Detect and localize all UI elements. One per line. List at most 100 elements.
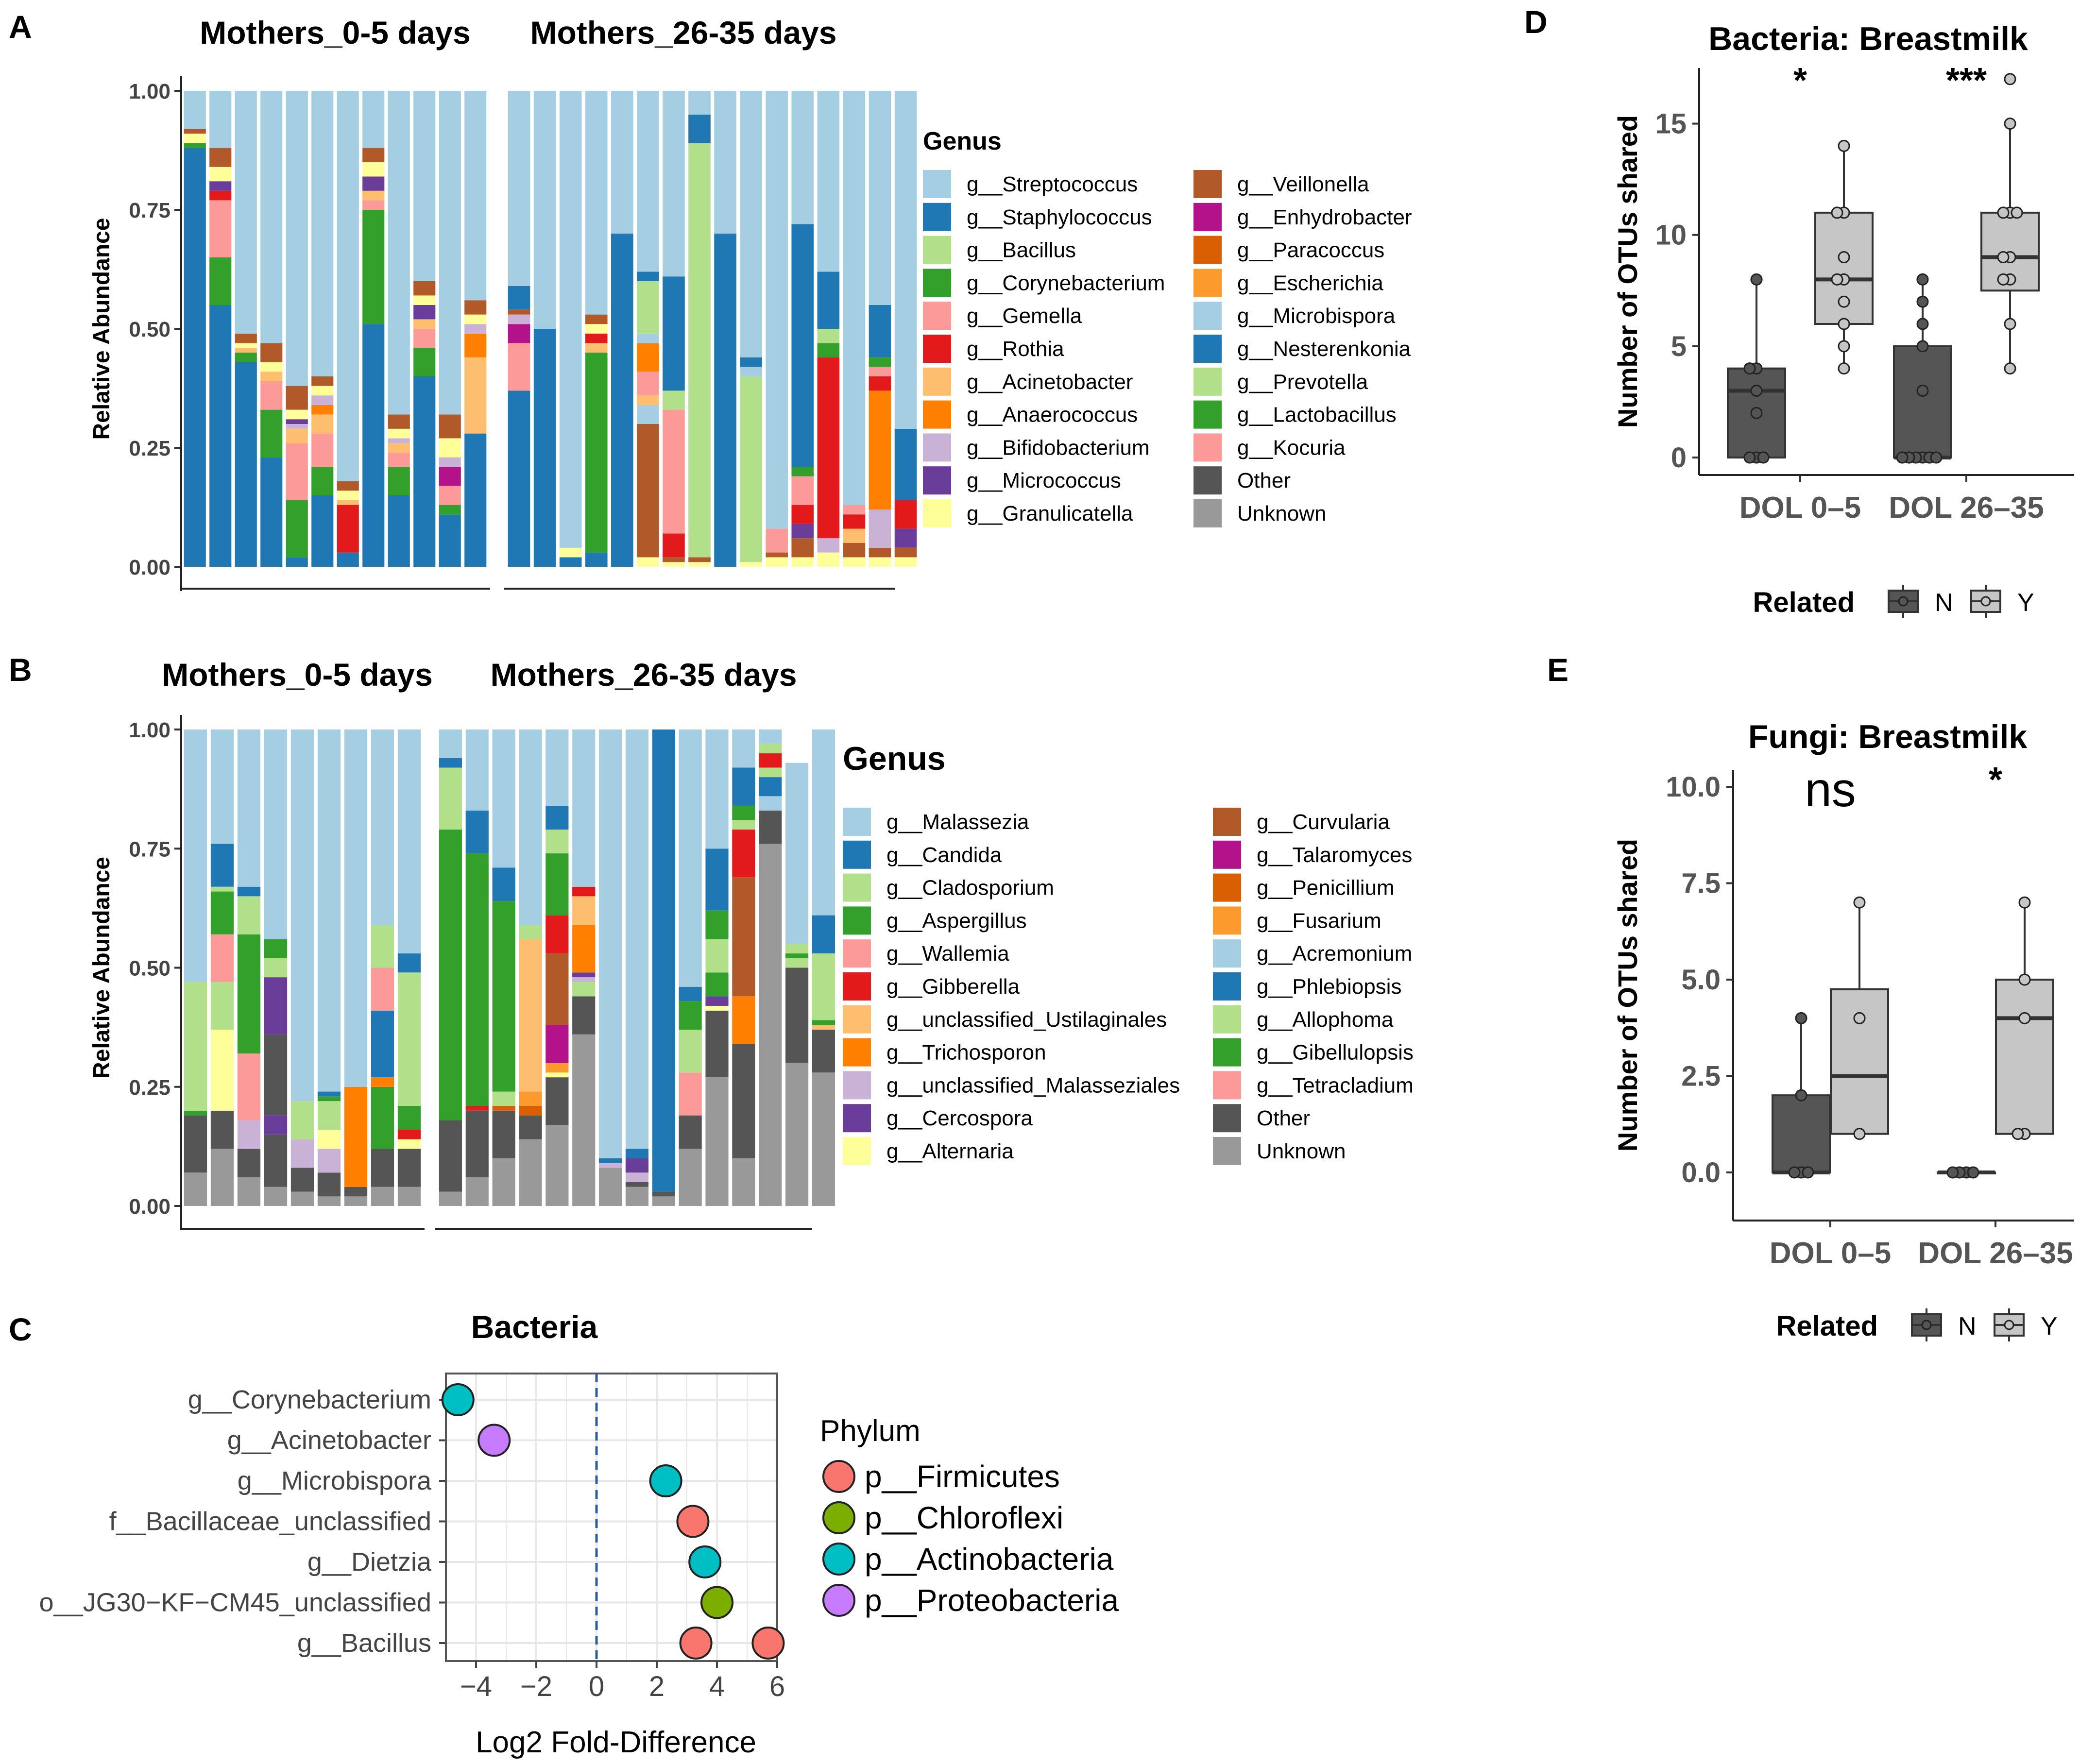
- data-point: [1750, 385, 1763, 397]
- bar-segment: [492, 1091, 515, 1106]
- legend-swatch: [843, 939, 871, 968]
- legend-label: g__Kocuria: [1237, 436, 1346, 459]
- legend-label: g__Prevotella: [1237, 370, 1368, 394]
- bar-segment: [688, 115, 711, 143]
- bar-segment: [464, 91, 487, 301]
- bar-segment: [362, 176, 385, 191]
- legend-label: g__Paracoccus: [1237, 238, 1384, 262]
- bar-segment: [397, 1149, 421, 1187]
- bar-segment: [688, 143, 711, 558]
- data-point: [688, 1545, 722, 1578]
- x-tick-label: DOL 26–35: [1918, 1237, 2073, 1270]
- bar-segment: [413, 319, 436, 329]
- chart-title: Bacteria: Breastmilk: [1708, 20, 2028, 57]
- data-point: [1853, 1128, 1866, 1140]
- legend-label: g__Wallemia: [887, 942, 1009, 966]
- bar-segment: [688, 91, 711, 115]
- y-tick-label: 5.0: [1681, 964, 1721, 996]
- data-point: [1916, 340, 1929, 353]
- bar-segment: [869, 390, 891, 510]
- x-tick-label: DOL 0–5: [1739, 491, 1861, 525]
- facet-title: Mothers_0-5 days: [162, 657, 433, 693]
- legend-swatch: [1213, 1104, 1241, 1133]
- data-point: [2004, 73, 2016, 85]
- bar-segment: [559, 557, 582, 567]
- legend-label: g__Acremonium: [1257, 942, 1412, 966]
- data-point: [679, 1627, 713, 1660]
- bar-segment: [637, 343, 659, 372]
- bar-segment: [397, 1130, 421, 1139]
- data-point: [2004, 318, 2016, 330]
- bar-segment: [785, 953, 809, 958]
- bar-segment: [705, 939, 729, 973]
- bar-segment: [637, 424, 659, 558]
- bar-segment: [388, 414, 410, 429]
- legend-swatch: [923, 269, 951, 297]
- plot-panel: [446, 1374, 777, 1661]
- bar-segment: [337, 91, 359, 481]
- bar-segment: [210, 729, 234, 844]
- bar-segment: [791, 476, 814, 505]
- bar-segment: [184, 729, 207, 982]
- legend-label: g__Veillonella: [1237, 172, 1369, 196]
- bar-segment: [679, 1030, 702, 1073]
- bar-segment: [732, 820, 755, 830]
- bar-segment: [812, 953, 835, 1020]
- bar-segment: [663, 390, 685, 410]
- bar-segment: [732, 767, 755, 806]
- bar-segment: [679, 1149, 702, 1206]
- bar-segment: [598, 1168, 622, 1206]
- bar-segment: [546, 853, 569, 916]
- bar-segment: [388, 443, 410, 453]
- legend-title: Phylum: [820, 1414, 921, 1448]
- bar-segment: [260, 343, 283, 362]
- bar-segment: [652, 729, 675, 1192]
- chart-title: Bacteria: [471, 1309, 598, 1345]
- legend-swatch: [1193, 499, 1222, 527]
- bar-segment: [210, 1030, 234, 1111]
- significance-label: ***: [1946, 61, 1987, 100]
- legend-label: p__Proteobacteria: [865, 1583, 1119, 1618]
- data-point: [1916, 318, 1929, 330]
- data-point: [1750, 407, 1763, 419]
- legend-label: p__Actinobacteria: [865, 1542, 1114, 1577]
- bar-segment: [260, 372, 283, 381]
- bar-segment: [894, 428, 917, 500]
- bar-segment: [260, 91, 283, 343]
- bar-segment: [705, 1077, 729, 1206]
- bar-segment: [785, 944, 809, 954]
- legend-swatch: [1193, 433, 1222, 462]
- bar-segment: [817, 538, 840, 553]
- bar-segment: [508, 91, 530, 286]
- bar-segment: [311, 433, 334, 467]
- bar-segment: [508, 324, 530, 343]
- bar-segment: [413, 91, 436, 281]
- bar-segment: [508, 309, 530, 315]
- bar-segment: [766, 528, 788, 553]
- bar-segment: [362, 148, 385, 162]
- legend-label: g__Gemella: [967, 304, 1082, 328]
- bar-segment: [344, 1187, 368, 1197]
- legend-swatch: [843, 1104, 871, 1133]
- legend-swatch: [1193, 466, 1222, 495]
- bar-segment: [572, 1034, 596, 1206]
- bar-segment: [637, 281, 659, 334]
- bar-segment: [785, 958, 809, 968]
- bar-segment: [598, 1158, 622, 1163]
- x-tick-label: −4: [460, 1671, 492, 1702]
- bar-segment: [585, 314, 608, 324]
- bar-segment: [237, 1053, 261, 1120]
- bar-segment: [337, 481, 359, 491]
- legend-swatch: [1193, 203, 1222, 231]
- bar-segment: [439, 758, 462, 768]
- bar-segment: [337, 500, 359, 505]
- bar-segment: [439, 486, 461, 505]
- data-point: [1930, 451, 1943, 464]
- bar-segment: [705, 996, 729, 1006]
- legend-label: g__Talaromyces: [1257, 843, 1412, 867]
- x-tick-label: 0: [589, 1671, 604, 1702]
- data-point: [1997, 206, 2010, 219]
- bar-segment: [869, 547, 891, 558]
- legend-label: g__Granulicatella: [967, 502, 1133, 526]
- bar-segment: [791, 538, 814, 558]
